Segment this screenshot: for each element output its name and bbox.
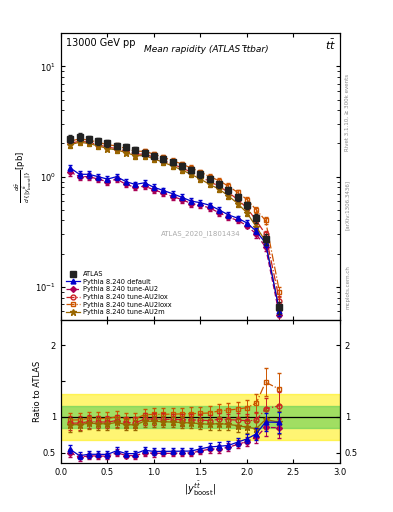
Text: mcplots.cern.ch: mcplots.cern.ch [345,265,350,309]
Text: ATLAS_2020_I1801434: ATLAS_2020_I1801434 [161,230,240,238]
Text: Mean rapidity (ATLAS t̅tbar): Mean rapidity (ATLAS t̅tbar) [144,45,268,54]
Text: $t\bar{t}$: $t\bar{t}$ [325,37,336,52]
Text: [arXiv:1306.3436]: [arXiv:1306.3436] [345,180,350,230]
Legend: ATLAS, Pythia 8.240 default, Pythia 8.240 tune-AU2, Pythia 8.240 tune-AU2lox, Py: ATLAS, Pythia 8.240 default, Pythia 8.24… [64,270,173,316]
Text: 13000 GeV pp: 13000 GeV pp [66,37,136,48]
Y-axis label: $\frac{d\bar{\sigma}}{d\,\{|y^\mathit{t\bar{t}}_\mathit{boost}|\}}\,[\mathrm{pb}: $\frac{d\bar{\sigma}}{d\,\{|y^\mathit{t\… [14,151,34,203]
Bar [61,406,340,428]
X-axis label: $|y^{t\bar{t}}_\mathrm{boost}|$: $|y^{t\bar{t}}_\mathrm{boost}|$ [184,480,217,498]
Y-axis label: Ratio to ATLAS: Ratio to ATLAS [33,361,42,422]
Bar [61,394,340,440]
Text: Rivet 3.1.10, ≥ 300k events: Rivet 3.1.10, ≥ 300k events [345,74,350,151]
